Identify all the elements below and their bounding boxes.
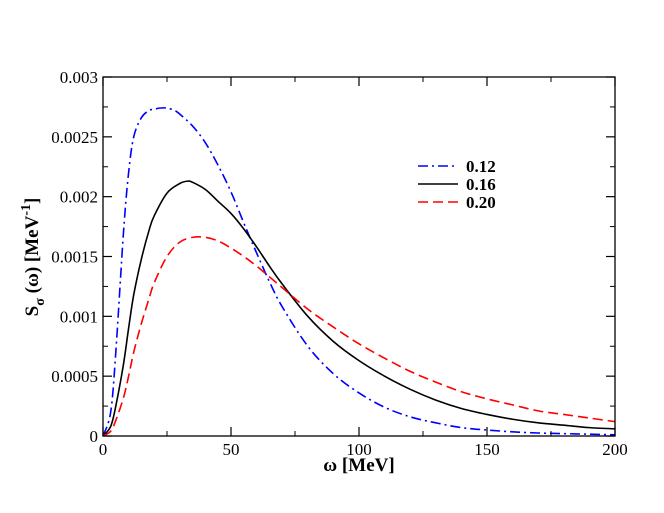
y-tick-label: 0.002: [60, 188, 98, 207]
x-tick-label: 100: [346, 440, 372, 459]
legend-label-0-12: 0.12: [466, 157, 496, 176]
y-tick-label: 0.003: [60, 68, 98, 87]
legend: 0.120.160.20: [418, 157, 496, 212]
y-axis-title: Sσ (ω) [MeV-1]: [19, 198, 48, 317]
series-line-0-12: [102, 107, 616, 437]
x-tick-label: 50: [223, 440, 240, 459]
x-tick-label: 0: [99, 440, 108, 459]
y-axis-title-end: ]: [22, 198, 43, 204]
y-axis-title-sub: σ: [33, 298, 48, 306]
y-axis-title-main: S: [22, 306, 43, 317]
legend-label-0-16: 0.16: [466, 175, 496, 194]
x-axis-title: ω [MeV]: [323, 455, 394, 476]
y-tick-label: 0: [90, 427, 99, 446]
series-line-0-20: [102, 236, 616, 437]
y-tick-label: 0.0025: [51, 128, 98, 147]
y-tick-label: 0.0005: [51, 367, 98, 386]
axis-ticks: 0 50 100 150 200 0 0.0005 0.001 0.0015 0.002 0.002…: [51, 68, 628, 459]
legend-label-0-20: 0.20: [466, 193, 496, 212]
y-tick-label: 0.001: [60, 307, 98, 326]
y-axis-title-mid: (ω) [MeV: [22, 215, 43, 298]
series-line-0-16: [102, 180, 616, 437]
plot-area: [102, 107, 616, 437]
x-tick-label: 200: [602, 440, 628, 459]
x-tick-label: 150: [474, 440, 500, 459]
y-tick-label: 0.0015: [51, 248, 98, 267]
plot-frame: [102, 76, 616, 437]
y-axis-title-sup: -1: [19, 204, 34, 216]
